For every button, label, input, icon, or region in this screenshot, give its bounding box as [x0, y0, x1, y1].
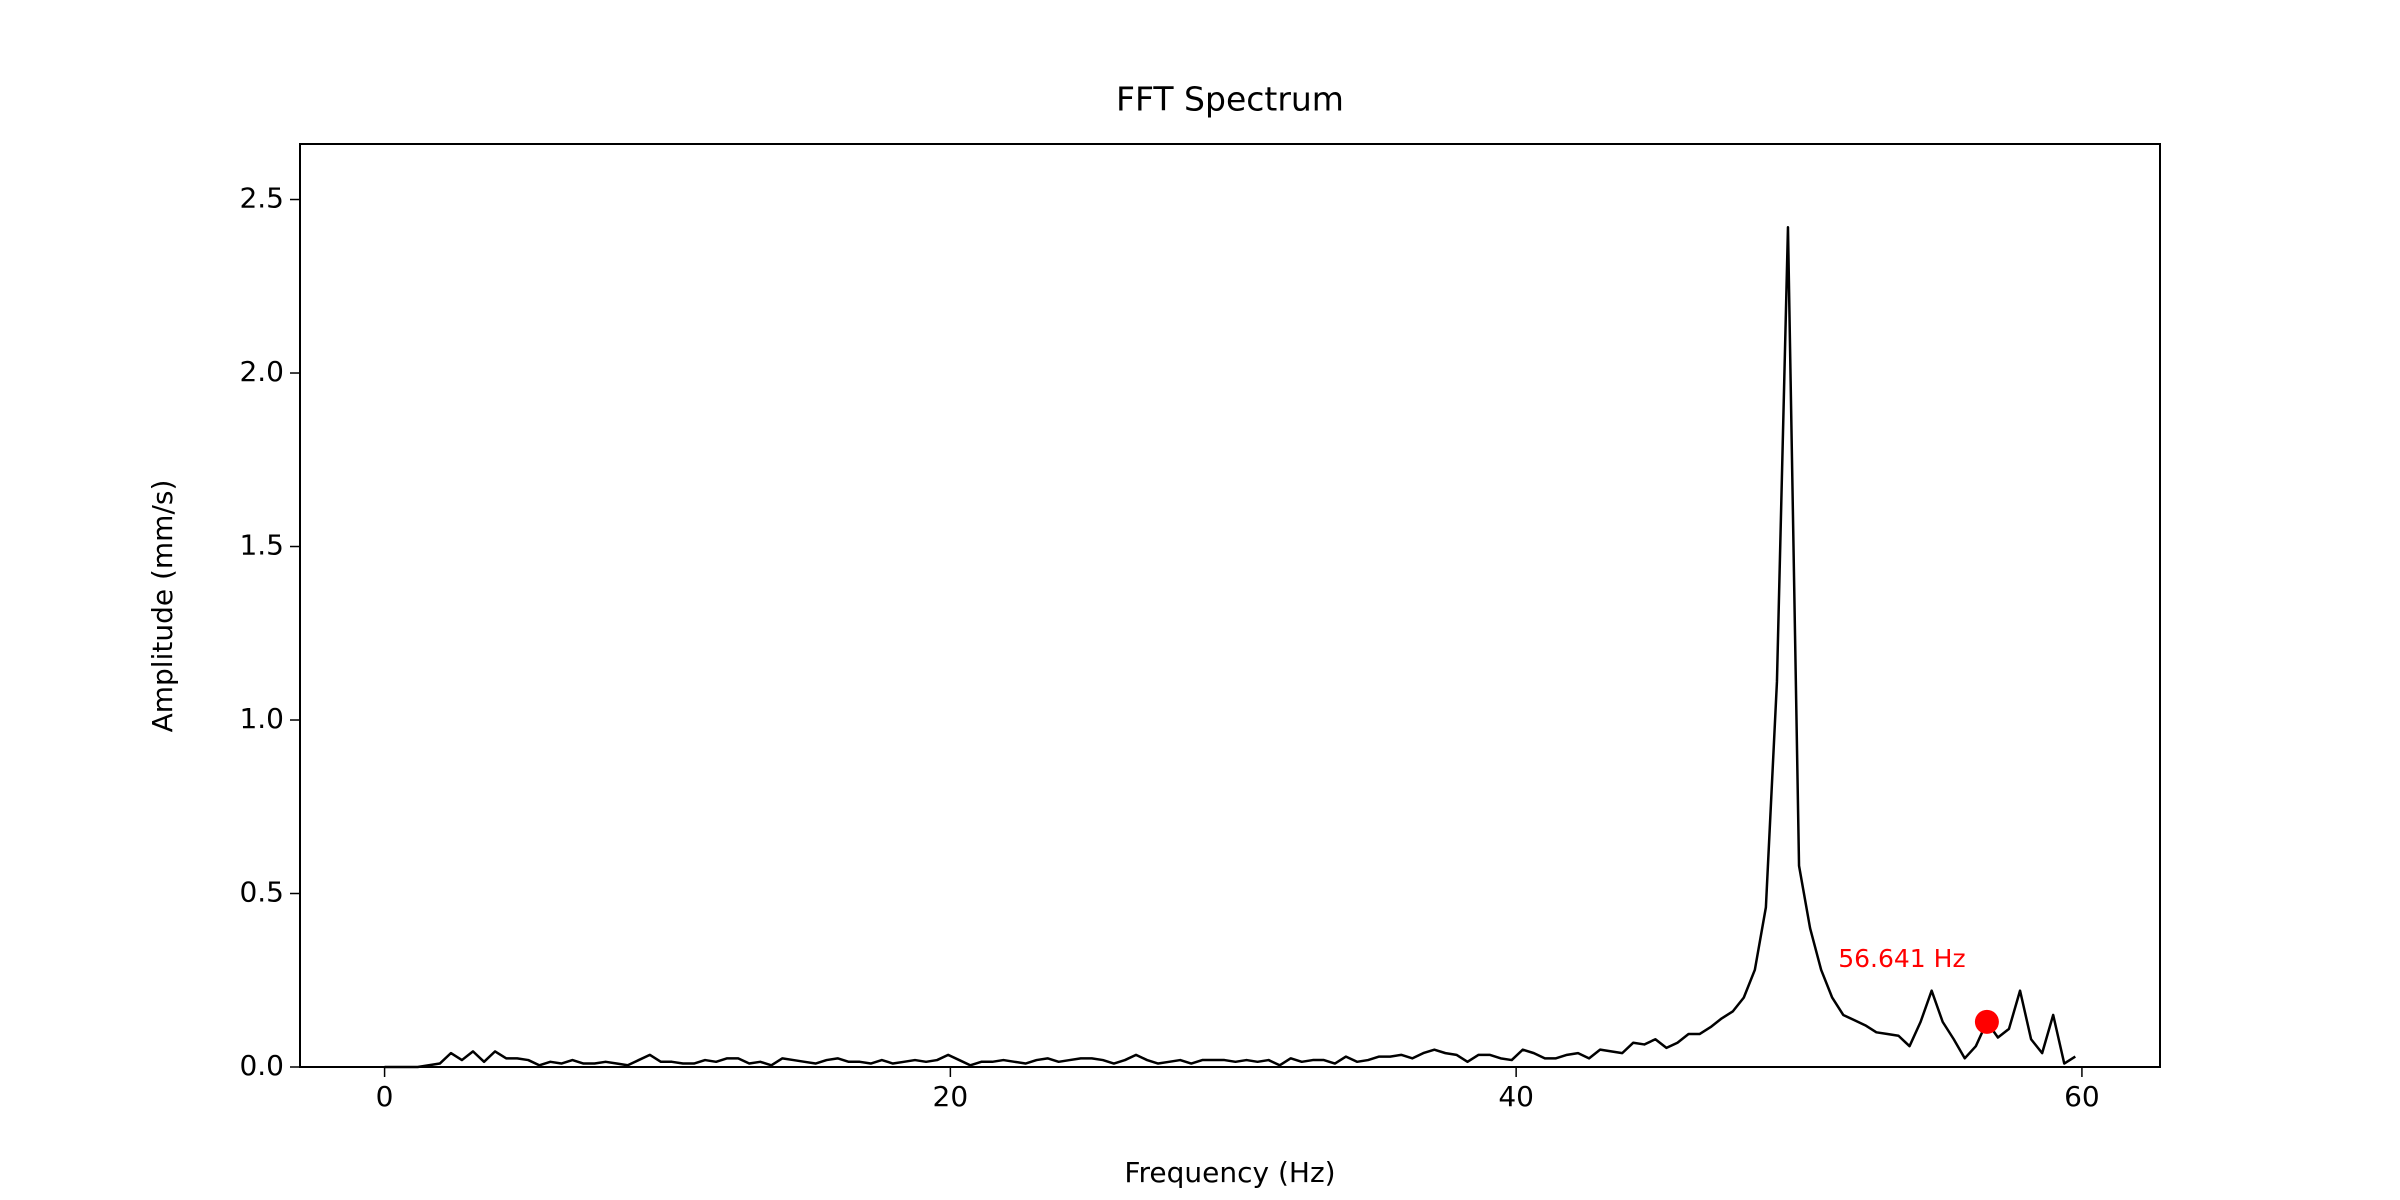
y-tick-label: 2.0	[239, 355, 284, 388]
x-axis-label: Frequency (Hz)	[1124, 1156, 1335, 1189]
annotation-label: 56.641 Hz	[1838, 944, 1965, 973]
chart-title: FFT Spectrum	[1116, 80, 1344, 119]
y-tick-label: 0.5	[239, 876, 284, 909]
y-tick-label: 2.5	[239, 182, 284, 215]
x-tick-label: 40	[1498, 1080, 1534, 1113]
annotation-background	[1832, 939, 1972, 977]
y-tick-label: 0.0	[239, 1049, 284, 1082]
plot-frame	[299, 143, 2161, 1068]
annotation-marker	[1974, 1009, 1999, 1034]
y-tick-label: 1.0	[239, 702, 284, 735]
x-tick-label: 0	[376, 1080, 394, 1113]
y-axis-label: Amplitude (mm/s)	[146, 480, 179, 733]
x-tick-label: 20	[933, 1080, 969, 1113]
x-tick-label: 60	[2064, 1080, 2100, 1113]
spectrum-line	[384, 226, 2076, 1069]
y-tick-label: 1.5	[239, 529, 284, 562]
